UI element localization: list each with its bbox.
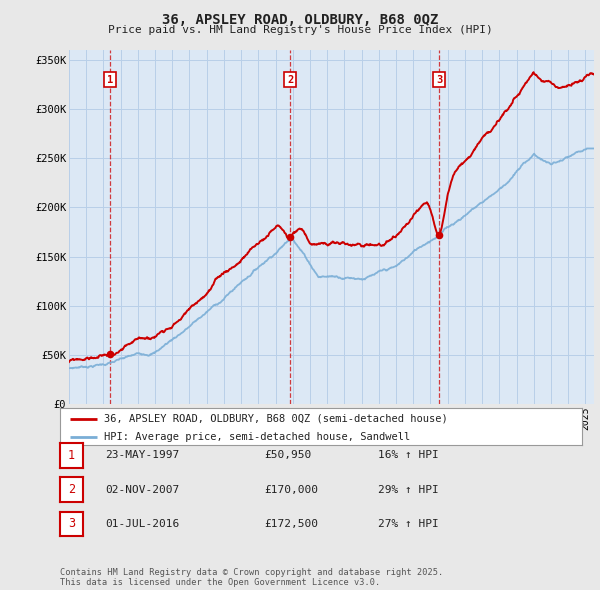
Text: £50,950: £50,950 <box>264 451 311 460</box>
Text: Price paid vs. HM Land Registry's House Price Index (HPI): Price paid vs. HM Land Registry's House … <box>107 25 493 35</box>
Text: 29% ↑ HPI: 29% ↑ HPI <box>378 485 439 494</box>
Text: £172,500: £172,500 <box>264 519 318 529</box>
Text: 2: 2 <box>68 483 75 496</box>
Text: 01-JUL-2016: 01-JUL-2016 <box>105 519 179 529</box>
Text: 27% ↑ HPI: 27% ↑ HPI <box>378 519 439 529</box>
Text: 02-NOV-2007: 02-NOV-2007 <box>105 485 179 494</box>
Text: HPI: Average price, semi-detached house, Sandwell: HPI: Average price, semi-detached house,… <box>104 432 410 442</box>
Text: 1: 1 <box>68 449 75 462</box>
Text: Contains HM Land Registry data © Crown copyright and database right 2025.
This d: Contains HM Land Registry data © Crown c… <box>60 568 443 587</box>
Text: 2: 2 <box>287 75 293 84</box>
Text: £170,000: £170,000 <box>264 485 318 494</box>
Text: 36, APSLEY ROAD, OLDBURY, B68 0QZ (semi-detached house): 36, APSLEY ROAD, OLDBURY, B68 0QZ (semi-… <box>104 414 448 424</box>
Text: 1: 1 <box>107 75 113 84</box>
Text: 36, APSLEY ROAD, OLDBURY, B68 0QZ: 36, APSLEY ROAD, OLDBURY, B68 0QZ <box>162 13 438 27</box>
Text: 3: 3 <box>68 517 75 530</box>
Text: 3: 3 <box>436 75 442 84</box>
Text: 23-MAY-1997: 23-MAY-1997 <box>105 451 179 460</box>
Text: 16% ↑ HPI: 16% ↑ HPI <box>378 451 439 460</box>
